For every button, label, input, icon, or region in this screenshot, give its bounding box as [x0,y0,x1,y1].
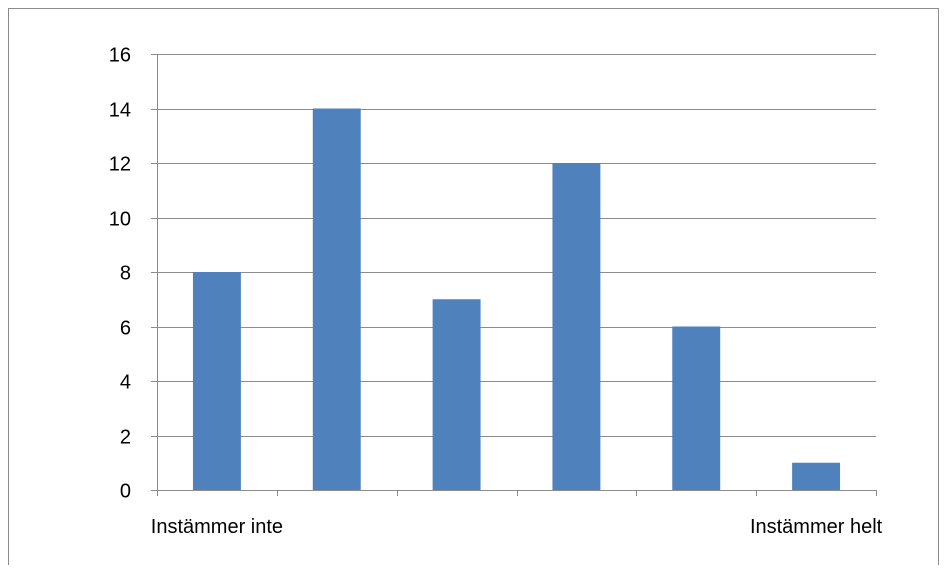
bars [192,108,841,490]
ytick-label-10: 10 [109,209,131,231]
ytick-label-8: 8 [120,263,131,285]
bar-3 [432,299,481,490]
bar-5 [672,326,721,490]
chart-frame: 0 2 4 6 8 10 12 14 16 Instämmer inte Instämmer hel… [8,8,939,565]
ytick-label-2: 2 [120,427,131,449]
xcat-label-6: Instämmer helt [750,516,883,538]
bar-6 [792,462,841,490]
ytick-label-16: 16 [109,45,131,67]
ytick-label-14: 14 [109,100,131,122]
ytick-label-6: 6 [120,318,131,340]
gridlines [157,54,876,437]
ytick-label-12: 12 [109,154,131,176]
axes [151,54,877,496]
xcat-label-1: Instämmer inte [151,516,283,538]
bar-2 [312,108,361,490]
ytick-label-0: 0 [120,481,131,503]
axis-labels: 0 2 4 6 8 10 12 14 16 Instämmer inte Instämmer hel… [109,45,883,539]
ytick-label-4: 4 [120,372,131,394]
bar-1 [192,272,241,490]
bar-chart: 0 2 4 6 8 10 12 14 16 Instämmer inte Instämmer hel… [109,45,883,539]
bar-4 [552,163,601,490]
